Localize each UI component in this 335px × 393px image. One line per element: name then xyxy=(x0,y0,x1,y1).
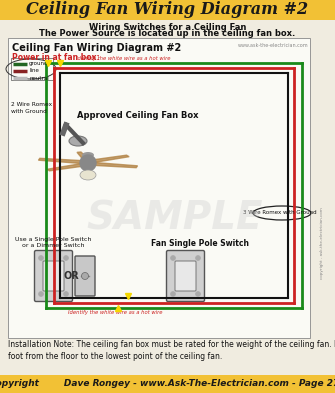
Ellipse shape xyxy=(82,152,94,158)
Text: Fan Single Pole Switch: Fan Single Pole Switch xyxy=(151,239,249,248)
Circle shape xyxy=(171,255,176,261)
Bar xyxy=(8,38,310,338)
Polygon shape xyxy=(47,163,86,171)
Text: Power in at fan box:: Power in at fan box: xyxy=(12,53,99,62)
Text: line: line xyxy=(29,68,39,73)
Text: Installation Note: The ceiling fan box must be rated for the weight of the ceili: Installation Note: The ceiling fan box m… xyxy=(8,340,335,361)
Circle shape xyxy=(39,255,44,261)
Circle shape xyxy=(39,292,44,296)
Polygon shape xyxy=(77,152,90,161)
Polygon shape xyxy=(90,155,129,163)
Text: copyright - ask-the-electrician.com: copyright - ask-the-electrician.com xyxy=(320,207,324,279)
Text: 3 Wire Romex with Ground: 3 Wire Romex with Ground xyxy=(243,211,317,215)
Polygon shape xyxy=(92,162,138,168)
Circle shape xyxy=(171,292,176,296)
Text: Identify the white wire as a hot wire: Identify the white wire as a hot wire xyxy=(68,310,162,315)
Text: Copyright        Dave Rongey - www.Ask-The-Electrician.com - Page 276: Copyright Dave Rongey - www.Ask-The-Elec… xyxy=(0,380,335,389)
FancyBboxPatch shape xyxy=(175,261,196,291)
Ellipse shape xyxy=(80,170,96,180)
Circle shape xyxy=(81,272,88,279)
Circle shape xyxy=(64,255,68,261)
Text: Use a Single Pole Switch
or a Dimmer Switch: Use a Single Pole Switch or a Dimmer Swi… xyxy=(15,237,91,248)
Text: Approved Ceiling Fan Box: Approved Ceiling Fan Box xyxy=(77,112,199,121)
Text: 2 Wire Romex
with Ground: 2 Wire Romex with Ground xyxy=(11,102,52,114)
Text: Identify the white wire as a hot wire: Identify the white wire as a hot wire xyxy=(76,56,171,61)
FancyBboxPatch shape xyxy=(75,256,95,296)
Circle shape xyxy=(80,155,96,171)
Bar xyxy=(0,0,335,20)
FancyBboxPatch shape xyxy=(43,261,64,291)
Text: SAMPLE: SAMPLE xyxy=(87,199,263,237)
Text: neutral: neutral xyxy=(29,75,49,81)
FancyBboxPatch shape xyxy=(35,250,72,301)
Polygon shape xyxy=(39,158,84,163)
Text: Ceiling Fan Wiring Diagram #2: Ceiling Fan Wiring Diagram #2 xyxy=(12,43,181,53)
Text: Ceiling Fan Wiring Diagram #2: Ceiling Fan Wiring Diagram #2 xyxy=(26,2,309,18)
Text: The Power Source is located up in the ceiling fan box.: The Power Source is located up in the ce… xyxy=(40,29,295,39)
Circle shape xyxy=(196,255,201,261)
Bar xyxy=(0,375,335,393)
Text: www.ask-the-electrician.com: www.ask-the-electrician.com xyxy=(238,43,308,48)
Circle shape xyxy=(196,292,201,296)
FancyBboxPatch shape xyxy=(166,250,204,301)
Text: OR: OR xyxy=(63,271,79,281)
Bar xyxy=(11,58,53,80)
Circle shape xyxy=(64,292,68,296)
Ellipse shape xyxy=(69,136,87,146)
Text: Wiring Switches for a Ceiling Fan: Wiring Switches for a Ceiling Fan xyxy=(89,22,246,31)
Text: ground: ground xyxy=(29,61,49,66)
